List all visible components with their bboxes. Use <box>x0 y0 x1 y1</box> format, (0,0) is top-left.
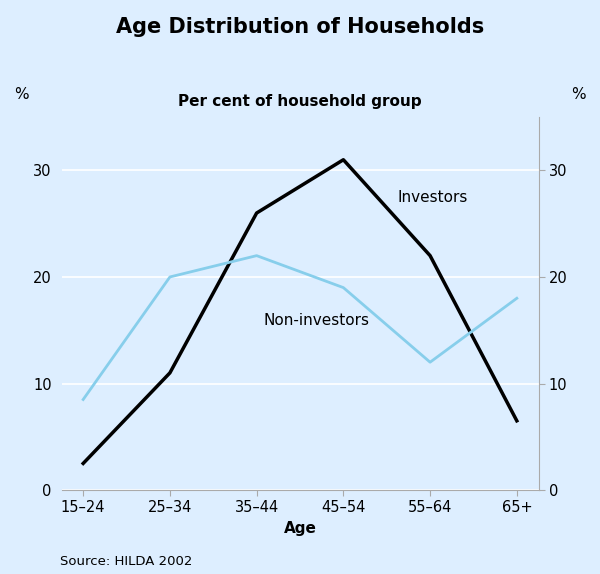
X-axis label: Age: Age <box>284 521 316 536</box>
Text: Non-investors: Non-investors <box>263 313 370 328</box>
Text: Source: HILDA 2002: Source: HILDA 2002 <box>60 555 193 568</box>
Text: Age Distribution of Households: Age Distribution of Households <box>116 17 484 37</box>
Title: Per cent of household group: Per cent of household group <box>178 94 422 109</box>
Text: %: % <box>14 87 28 102</box>
Text: %: % <box>572 87 586 102</box>
Text: Investors: Investors <box>397 191 467 205</box>
